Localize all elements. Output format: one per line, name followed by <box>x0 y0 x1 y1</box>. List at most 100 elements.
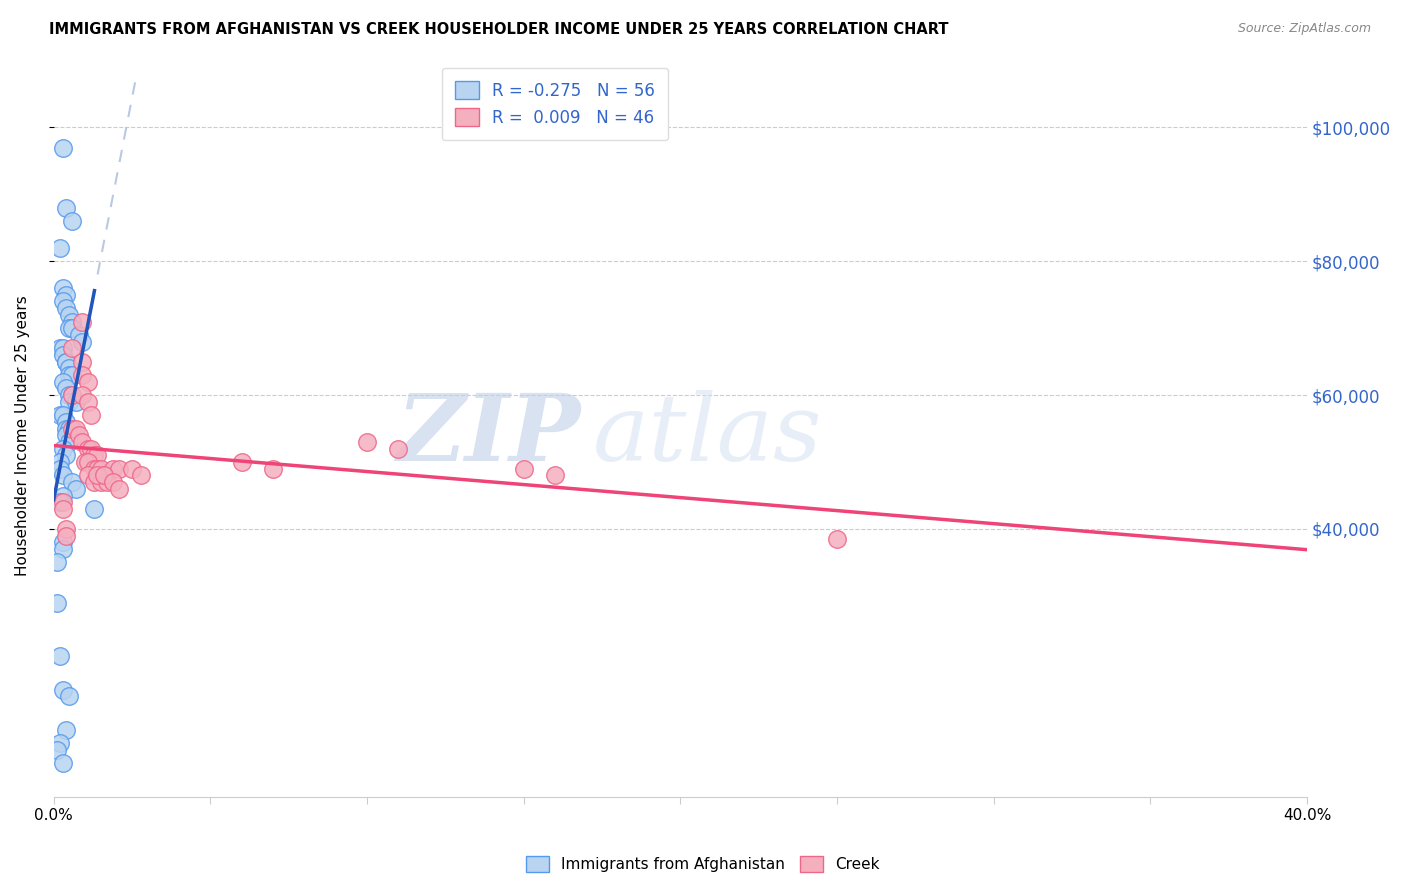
Point <box>52 682 75 697</box>
Point <box>49 455 72 469</box>
Point <box>58 308 80 322</box>
Point <box>55 529 77 543</box>
Point <box>62 314 84 328</box>
Point <box>58 368 80 382</box>
Point <box>55 522 77 536</box>
Point <box>62 321 84 335</box>
Point <box>121 462 143 476</box>
Point <box>77 455 100 469</box>
Point <box>55 381 77 395</box>
Point <box>55 428 77 442</box>
Text: Source: ZipAtlas.com: Source: ZipAtlas.com <box>1237 22 1371 36</box>
Point <box>52 495 75 509</box>
Point <box>62 368 84 382</box>
Point <box>52 502 75 516</box>
Point <box>62 475 84 490</box>
Point <box>544 468 567 483</box>
Point <box>55 422 77 436</box>
Point <box>52 468 75 483</box>
Point <box>93 468 115 483</box>
Point <box>52 341 75 355</box>
Point <box>55 287 77 301</box>
Point <box>262 462 284 476</box>
Point <box>96 475 118 490</box>
Point <box>52 375 75 389</box>
Point <box>58 321 80 335</box>
Point <box>52 535 75 549</box>
Point <box>67 428 90 442</box>
Point <box>52 756 75 771</box>
Point <box>101 462 124 476</box>
Point <box>55 723 77 737</box>
Text: ZIP: ZIP <box>396 391 581 480</box>
Point <box>55 354 77 368</box>
Point <box>70 334 93 349</box>
Point <box>55 449 77 463</box>
Point <box>131 468 153 483</box>
Point <box>83 449 105 463</box>
Point <box>62 341 84 355</box>
Point <box>49 462 72 476</box>
Point <box>101 475 124 490</box>
Point <box>58 690 80 704</box>
Point <box>108 462 131 476</box>
Point <box>77 442 100 456</box>
Point <box>70 354 93 368</box>
Point <box>77 394 100 409</box>
Point <box>93 468 115 483</box>
Point <box>80 408 103 422</box>
Point <box>62 388 84 402</box>
Point <box>52 408 75 422</box>
Point <box>67 327 90 342</box>
Point <box>65 482 87 496</box>
Point <box>52 294 75 309</box>
Point <box>70 388 93 402</box>
Point <box>58 422 80 436</box>
Point <box>65 394 87 409</box>
Point <box>55 354 77 368</box>
Point <box>86 449 108 463</box>
Point <box>58 388 80 402</box>
Point <box>83 502 105 516</box>
Point <box>52 281 75 295</box>
Point <box>52 442 75 456</box>
Point <box>49 736 72 750</box>
Point <box>49 649 72 664</box>
Point <box>58 435 80 450</box>
Point <box>77 468 100 483</box>
Point <box>73 455 96 469</box>
Point <box>49 408 72 422</box>
Point <box>62 214 84 228</box>
Point <box>108 482 131 496</box>
Point <box>62 422 84 436</box>
Point <box>45 596 67 610</box>
Point <box>70 368 93 382</box>
Point <box>70 435 93 450</box>
Point <box>356 435 378 450</box>
Point <box>83 462 105 476</box>
Point <box>86 468 108 483</box>
Point <box>55 301 77 315</box>
Point <box>86 462 108 476</box>
Point <box>52 542 75 557</box>
Point <box>52 348 75 362</box>
Point <box>70 314 93 328</box>
Point <box>83 475 105 490</box>
Y-axis label: Householder Income Under 25 years: Householder Income Under 25 years <box>15 295 30 575</box>
Point <box>825 532 848 546</box>
Point <box>52 140 75 154</box>
Point <box>90 475 112 490</box>
Point <box>512 462 534 476</box>
Point <box>90 462 112 476</box>
Legend: R = -0.275   N = 56, R =  0.009   N = 46: R = -0.275 N = 56, R = 0.009 N = 46 <box>441 68 668 140</box>
Point <box>62 388 84 402</box>
Point <box>80 442 103 456</box>
Text: atlas: atlas <box>592 391 823 480</box>
Text: IMMIGRANTS FROM AFGHANISTAN VS CREEK HOUSEHOLDER INCOME UNDER 25 YEARS CORRELATI: IMMIGRANTS FROM AFGHANISTAN VS CREEK HOU… <box>49 22 949 37</box>
Point <box>58 394 80 409</box>
Point <box>58 361 80 376</box>
Point <box>77 375 100 389</box>
Point <box>387 442 409 456</box>
Point <box>55 201 77 215</box>
Point <box>45 556 67 570</box>
